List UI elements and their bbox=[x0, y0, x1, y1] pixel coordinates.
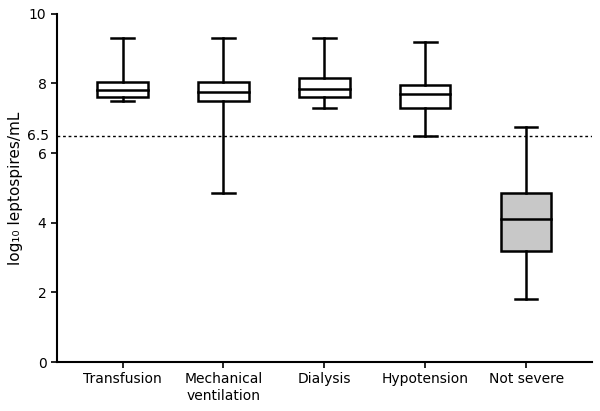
FancyBboxPatch shape bbox=[198, 82, 248, 101]
FancyBboxPatch shape bbox=[400, 85, 451, 108]
Text: 6.5: 6.5 bbox=[26, 129, 49, 143]
FancyBboxPatch shape bbox=[299, 78, 350, 97]
FancyBboxPatch shape bbox=[97, 82, 148, 97]
Y-axis label: log₁₀ leptospires/mL: log₁₀ leptospires/mL bbox=[8, 111, 23, 265]
FancyBboxPatch shape bbox=[501, 193, 551, 251]
